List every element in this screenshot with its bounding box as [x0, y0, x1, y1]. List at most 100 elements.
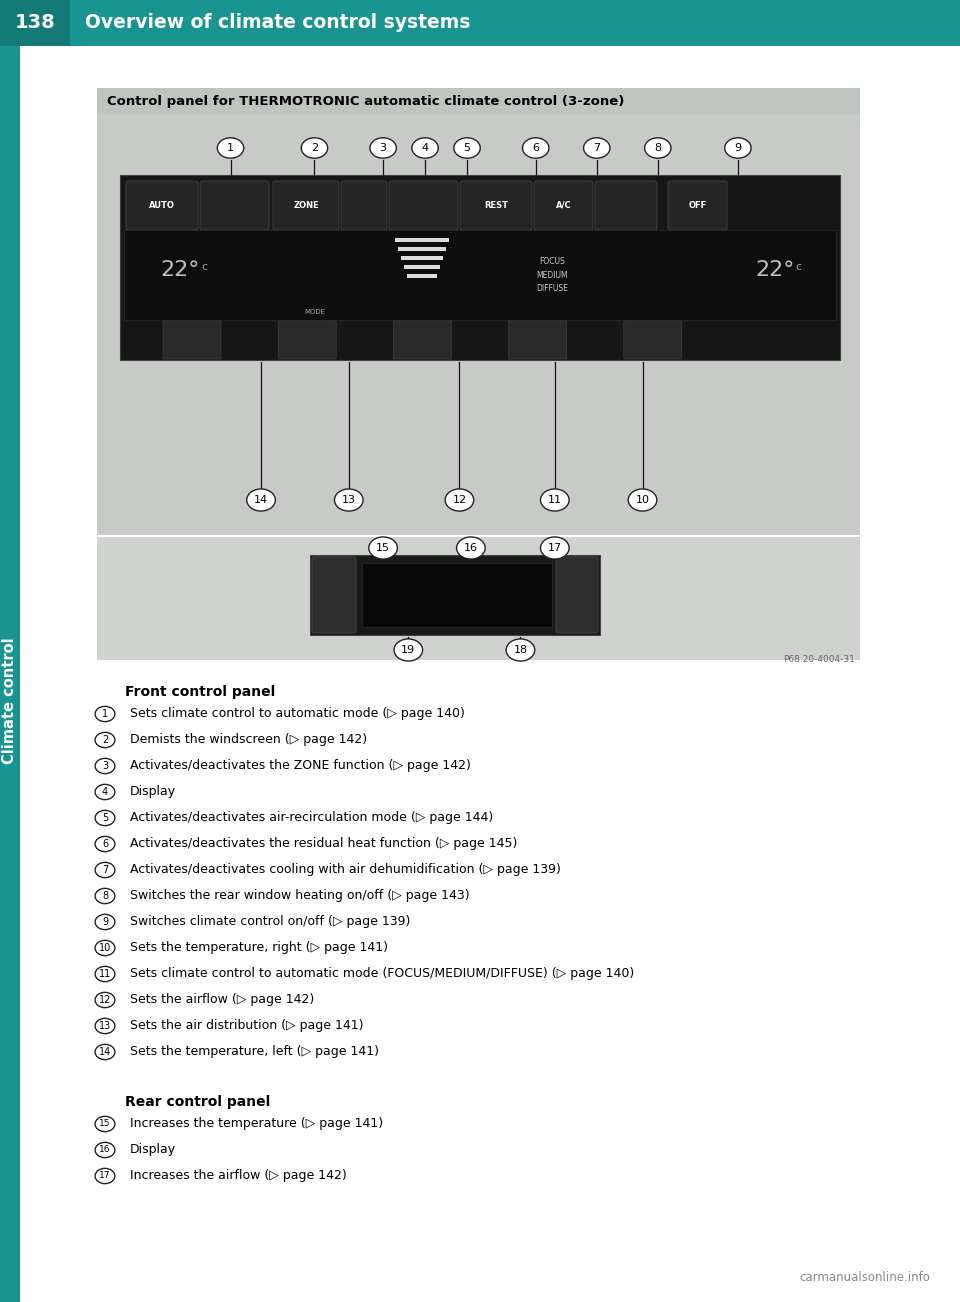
Text: Activates/deactivates cooling with air dehumidification (▷ page 139): Activates/deactivates cooling with air d…	[130, 863, 561, 876]
Text: 13: 13	[342, 495, 356, 505]
Text: 2: 2	[311, 143, 318, 154]
Ellipse shape	[301, 138, 327, 159]
Text: 19: 19	[401, 644, 416, 655]
FancyBboxPatch shape	[126, 181, 198, 230]
Text: Sets the air distribution (▷ page 141): Sets the air distribution (▷ page 141)	[130, 1019, 364, 1032]
Ellipse shape	[628, 490, 657, 512]
Text: 11: 11	[548, 495, 562, 505]
Text: 3: 3	[102, 760, 108, 771]
Ellipse shape	[540, 536, 569, 559]
Ellipse shape	[95, 914, 115, 930]
Text: 6: 6	[532, 143, 540, 154]
Text: Switches climate control on/off (▷ page 139): Switches climate control on/off (▷ page …	[130, 915, 410, 928]
Text: Control panel for THERMOTRONIC automatic climate control (3-zone): Control panel for THERMOTRONIC automatic…	[107, 95, 624, 108]
Text: REST: REST	[484, 201, 508, 210]
FancyBboxPatch shape	[509, 322, 566, 359]
Text: A/C: A/C	[556, 201, 571, 210]
FancyBboxPatch shape	[534, 181, 593, 230]
Text: Demists the windscreen (▷ page 142): Demists the windscreen (▷ page 142)	[130, 733, 367, 746]
Ellipse shape	[644, 138, 671, 159]
FancyBboxPatch shape	[389, 181, 458, 230]
Text: P68.20-4004-31: P68.20-4004-31	[783, 655, 855, 664]
Ellipse shape	[334, 490, 363, 512]
Text: 5: 5	[464, 143, 470, 154]
Bar	[120, 174, 840, 359]
FancyBboxPatch shape	[341, 181, 387, 230]
Text: Display: Display	[130, 1143, 176, 1156]
Text: 15: 15	[99, 1120, 110, 1129]
Text: 9: 9	[734, 143, 741, 154]
Bar	[407, 273, 438, 279]
Ellipse shape	[445, 490, 473, 512]
Text: c: c	[795, 262, 801, 272]
Text: Sets climate control to automatic mode (▷ page 140): Sets climate control to automatic mode (…	[130, 707, 465, 720]
Text: ZONE: ZONE	[293, 201, 319, 210]
Ellipse shape	[95, 966, 115, 982]
Text: 5: 5	[102, 812, 108, 823]
Ellipse shape	[522, 138, 549, 159]
Text: MODE: MODE	[304, 309, 325, 315]
Text: Rear control panel: Rear control panel	[125, 1095, 271, 1109]
Ellipse shape	[95, 1116, 115, 1131]
Text: 10: 10	[636, 495, 650, 505]
Bar	[404, 266, 441, 270]
Ellipse shape	[370, 138, 396, 159]
FancyBboxPatch shape	[668, 181, 727, 230]
Bar	[0, 46, 20, 1302]
Text: 10: 10	[99, 943, 111, 953]
FancyBboxPatch shape	[278, 322, 336, 359]
Bar	[362, 562, 552, 628]
Text: 4: 4	[421, 143, 429, 154]
FancyBboxPatch shape	[595, 181, 657, 230]
Text: 12: 12	[452, 495, 467, 505]
FancyBboxPatch shape	[624, 322, 682, 359]
FancyBboxPatch shape	[273, 181, 339, 230]
Text: Sets the temperature, left (▷ page 141): Sets the temperature, left (▷ page 141)	[130, 1046, 379, 1059]
Text: Overview of climate control systems: Overview of climate control systems	[85, 13, 470, 33]
FancyBboxPatch shape	[163, 322, 221, 359]
Ellipse shape	[369, 536, 397, 559]
Ellipse shape	[95, 810, 115, 825]
Bar	[401, 256, 444, 260]
Text: Sets the airflow (▷ page 142): Sets the airflow (▷ page 142)	[130, 993, 314, 1006]
Text: 138: 138	[14, 13, 56, 33]
Text: Activates/deactivates air-recirculation mode (▷ page 144): Activates/deactivates air-recirculation …	[130, 811, 493, 824]
Text: 2: 2	[102, 736, 108, 745]
Ellipse shape	[217, 138, 244, 159]
Text: 16: 16	[99, 1146, 110, 1155]
Bar	[124, 230, 836, 320]
Text: 17: 17	[548, 543, 562, 553]
Ellipse shape	[584, 138, 610, 159]
Ellipse shape	[95, 888, 115, 904]
Text: carmanualsonline.info: carmanualsonline.info	[799, 1271, 930, 1284]
Text: 7: 7	[593, 143, 600, 154]
Text: OFF: OFF	[688, 201, 707, 210]
Ellipse shape	[95, 784, 115, 799]
Ellipse shape	[95, 992, 115, 1008]
Bar	[310, 555, 600, 635]
Bar	[97, 89, 860, 115]
Text: Activates/deactivates the ZONE function (▷ page 142): Activates/deactivates the ZONE function …	[130, 759, 470, 772]
Text: 14: 14	[254, 495, 268, 505]
Text: 22°: 22°	[756, 260, 795, 280]
Text: 14: 14	[99, 1047, 111, 1057]
Text: Activates/deactivates the residual heat function (▷ page 145): Activates/deactivates the residual heat …	[130, 837, 517, 850]
Ellipse shape	[457, 536, 485, 559]
Ellipse shape	[454, 138, 480, 159]
Text: c: c	[201, 262, 207, 272]
Ellipse shape	[95, 1142, 115, 1157]
Ellipse shape	[394, 639, 422, 661]
Bar	[97, 115, 860, 535]
Bar	[0, 0, 70, 46]
FancyBboxPatch shape	[394, 322, 451, 359]
Ellipse shape	[95, 1018, 115, 1034]
Ellipse shape	[95, 1168, 115, 1184]
Bar	[398, 247, 446, 251]
Text: 3: 3	[379, 143, 387, 154]
Text: 6: 6	[102, 838, 108, 849]
FancyBboxPatch shape	[556, 557, 598, 633]
Ellipse shape	[540, 490, 569, 512]
Bar	[396, 238, 449, 242]
Ellipse shape	[725, 138, 751, 159]
Text: 22°: 22°	[160, 260, 200, 280]
